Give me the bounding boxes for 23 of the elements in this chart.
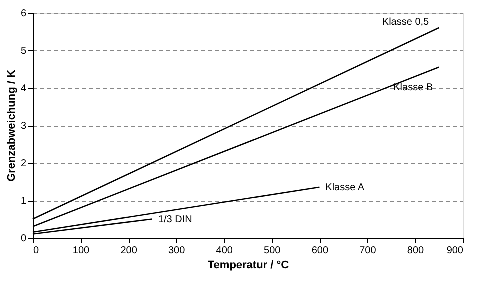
x-tick-label: 800 bbox=[407, 246, 424, 256]
x-tick-label: 600 bbox=[312, 246, 329, 256]
series-label: Klasse 0,5 bbox=[382, 17, 430, 28]
y-tick-label: 2 bbox=[20, 158, 27, 170]
y-tick-label: 4 bbox=[20, 84, 27, 94]
x-tick-label: 100 bbox=[72, 246, 90, 256]
y-axis-title: Grenzabweichung / K bbox=[6, 70, 18, 182]
y-tick-label: 1 bbox=[20, 196, 27, 207]
x-tick-label: 0 bbox=[34, 246, 40, 256]
series-label: 1/3 DIN bbox=[158, 214, 192, 226]
y-tick-label: 5 bbox=[20, 46, 27, 57]
x-axis-title: Temperatur / °C bbox=[208, 260, 290, 272]
x-tick-label: 200 bbox=[120, 246, 138, 256]
x-tick-label: 700 bbox=[360, 246, 377, 256]
series-label: Klasse B bbox=[394, 82, 434, 94]
series-label: Klasse A bbox=[326, 182, 365, 194]
y-tick-label: 6 bbox=[20, 8, 27, 20]
x-tick-label: 900 bbox=[446, 246, 464, 256]
y-tick-label: 0 bbox=[20, 234, 27, 244]
x-tick-label: 300 bbox=[168, 246, 186, 256]
x-tick-label: 500 bbox=[264, 246, 282, 256]
x-tick-label: 400 bbox=[216, 246, 234, 256]
y-tick-label: 3 bbox=[20, 121, 27, 132]
